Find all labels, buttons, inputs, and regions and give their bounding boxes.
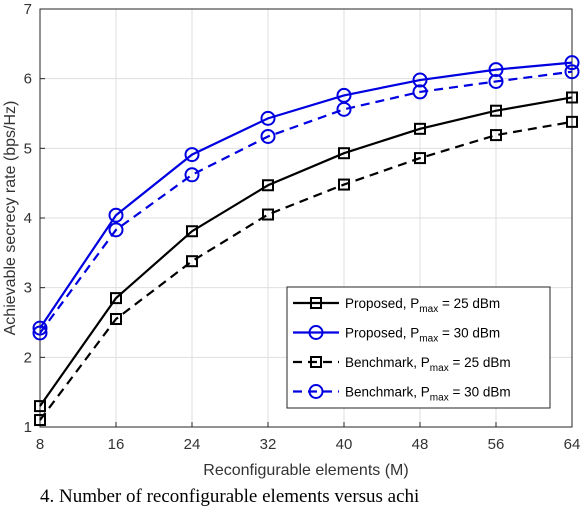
data-point	[32, 320, 48, 336]
caption-text: 4. Number of reconfigurable elements ver…	[40, 486, 420, 507]
data-point	[488, 73, 504, 89]
legend-label-sub: max	[419, 304, 438, 315]
legend-label-suffix: = 30 dBm	[438, 326, 500, 341]
legend-label: Proposed, Pmax = 30 dBm	[345, 326, 500, 345]
legend-label-name: Benchmark, P	[345, 355, 430, 370]
data-point	[490, 104, 502, 117]
data-point	[414, 152, 426, 165]
data-point	[110, 313, 122, 326]
data-point	[490, 129, 502, 142]
legend-label-sub: max	[430, 363, 449, 374]
y-axis: 1 2 3 4 5 6 7	[24, 1, 45, 436]
x-tick-label: 64	[564, 436, 581, 453]
y-tick-label: 1	[24, 419, 32, 436]
data-point	[108, 222, 124, 238]
legend-label-sub: max	[430, 393, 449, 404]
figure-caption: 4. Number of reconfigurable elements ver…	[0, 486, 582, 508]
x-tick-label: 32	[260, 436, 277, 453]
x-tick-label: 56	[488, 436, 505, 453]
legend-marker	[310, 356, 322, 368]
legend-marker	[308, 325, 324, 340]
series-line	[39, 61, 573, 329]
legend-item: Benchmark, Pmax = 30 dBm	[293, 384, 511, 404]
legend-label-sub: max	[419, 334, 438, 345]
series-1	[34, 91, 578, 413]
legend-marker	[308, 384, 324, 399]
x-axis-title: Reconfigurable elements (M)	[203, 462, 408, 479]
data-point	[34, 414, 46, 427]
data-point	[564, 64, 580, 80]
series-line	[39, 96, 573, 407]
legend-label-suffix: = 25 dBm	[438, 296, 500, 311]
data-point	[260, 128, 276, 144]
series-2	[32, 55, 580, 336]
data-point	[110, 292, 122, 305]
data-point	[186, 225, 198, 238]
legend-label-suffix: = 30 dBm	[449, 385, 511, 400]
y-tick-label: 5	[24, 140, 32, 157]
x-tick-label: 40	[336, 436, 353, 453]
legend-item: Benchmark, Pmax = 25 dBm	[293, 355, 511, 374]
series-line	[39, 70, 573, 334]
series-layer	[32, 55, 580, 427]
y-tick-label: 4	[24, 210, 32, 227]
x-tick-label: 8	[36, 436, 44, 453]
legend-item: Proposed, Pmax = 25 dBm	[293, 296, 500, 315]
y-tick-label: 3	[24, 280, 32, 297]
data-point	[338, 147, 350, 160]
data-point	[34, 400, 46, 413]
data-point	[336, 101, 352, 117]
series-3	[34, 115, 578, 427]
y-tick-label: 2	[24, 349, 32, 366]
x-tick-label: 48	[412, 436, 429, 453]
y-tick-label: 7	[24, 1, 32, 18]
y-axis-title: Achievable secrecy rate (bps/Hz)	[2, 101, 19, 336]
data-point	[262, 179, 274, 192]
legend-label: Benchmark, Pmax = 25 dBm	[345, 355, 511, 374]
data-point	[184, 147, 200, 163]
series-line	[39, 120, 573, 421]
data-point	[412, 72, 428, 88]
legend-label-name: Proposed, P	[345, 296, 419, 311]
legend-label: Benchmark, Pmax = 30 dBm	[345, 385, 511, 404]
data-point	[32, 325, 48, 341]
legend-label-name: Proposed, P	[345, 326, 419, 341]
data-point	[488, 62, 504, 78]
data-point	[260, 110, 276, 126]
legend-label: Proposed, Pmax = 25 dBm	[345, 296, 500, 315]
y-tick-label: 6	[24, 71, 32, 88]
series-4	[32, 64, 580, 341]
data-point	[414, 122, 426, 135]
data-point	[338, 178, 350, 191]
data-point	[186, 255, 198, 268]
legend-box	[286, 286, 551, 409]
data-point	[566, 91, 578, 104]
data-point	[108, 207, 124, 223]
legend-label-name: Benchmark, P	[345, 385, 430, 400]
legend-label-suffix: = 25 dBm	[449, 355, 511, 370]
data-point	[412, 84, 428, 100]
data-point	[262, 208, 274, 221]
data-point	[184, 167, 200, 183]
x-tick-label: 24	[184, 436, 201, 453]
data-point	[566, 115, 578, 128]
x-axis: 8 16 24 32 40 48 56 64	[36, 422, 581, 453]
legend-item: Proposed, Pmax = 30 dBm	[293, 325, 500, 345]
data-point	[564, 55, 580, 71]
legend-marker	[310, 297, 322, 309]
x-tick-label: 16	[108, 436, 125, 453]
